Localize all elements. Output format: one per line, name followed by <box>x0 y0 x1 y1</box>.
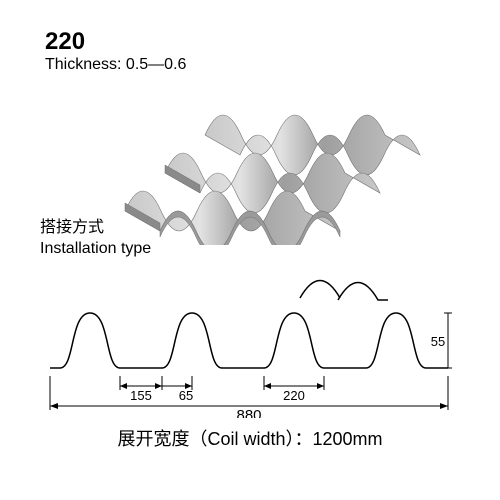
coil-width-row: 展开宽度（Coil width）：1200mm <box>0 425 500 451</box>
thickness-row: Thickness: 0.5—0.6 <box>45 56 186 74</box>
thickness-label: Thickness: <box>45 56 121 73</box>
page-container: 220 Thickness: 0.5—0.6 <box>0 0 500 500</box>
thickness-value: 0.5—0.6 <box>126 56 186 73</box>
dim-height: 55 <box>431 334 445 349</box>
model-header: 220 <box>45 28 85 56</box>
coil-width-label: 展开宽度（Coil width）： <box>117 429 312 449</box>
coil-width-value: 1200mm <box>313 429 383 449</box>
dim-valley: 155 <box>130 388 152 403</box>
model-number: 220 <box>45 28 85 56</box>
dim-slope: 65 <box>179 388 193 403</box>
installation-label: 搭接方式 Installation type <box>40 218 151 260</box>
installation-label-en: Installation type <box>40 239 151 260</box>
dim-overall: 880 <box>236 407 261 418</box>
tile-render <box>115 85 425 245</box>
dim-pitch: 220 <box>283 388 305 403</box>
profile-diagram: 55 155 65 220 <box>40 268 460 418</box>
installation-label-cn: 搭接方式 <box>40 218 151 239</box>
overlap-detail-icon <box>300 281 388 301</box>
